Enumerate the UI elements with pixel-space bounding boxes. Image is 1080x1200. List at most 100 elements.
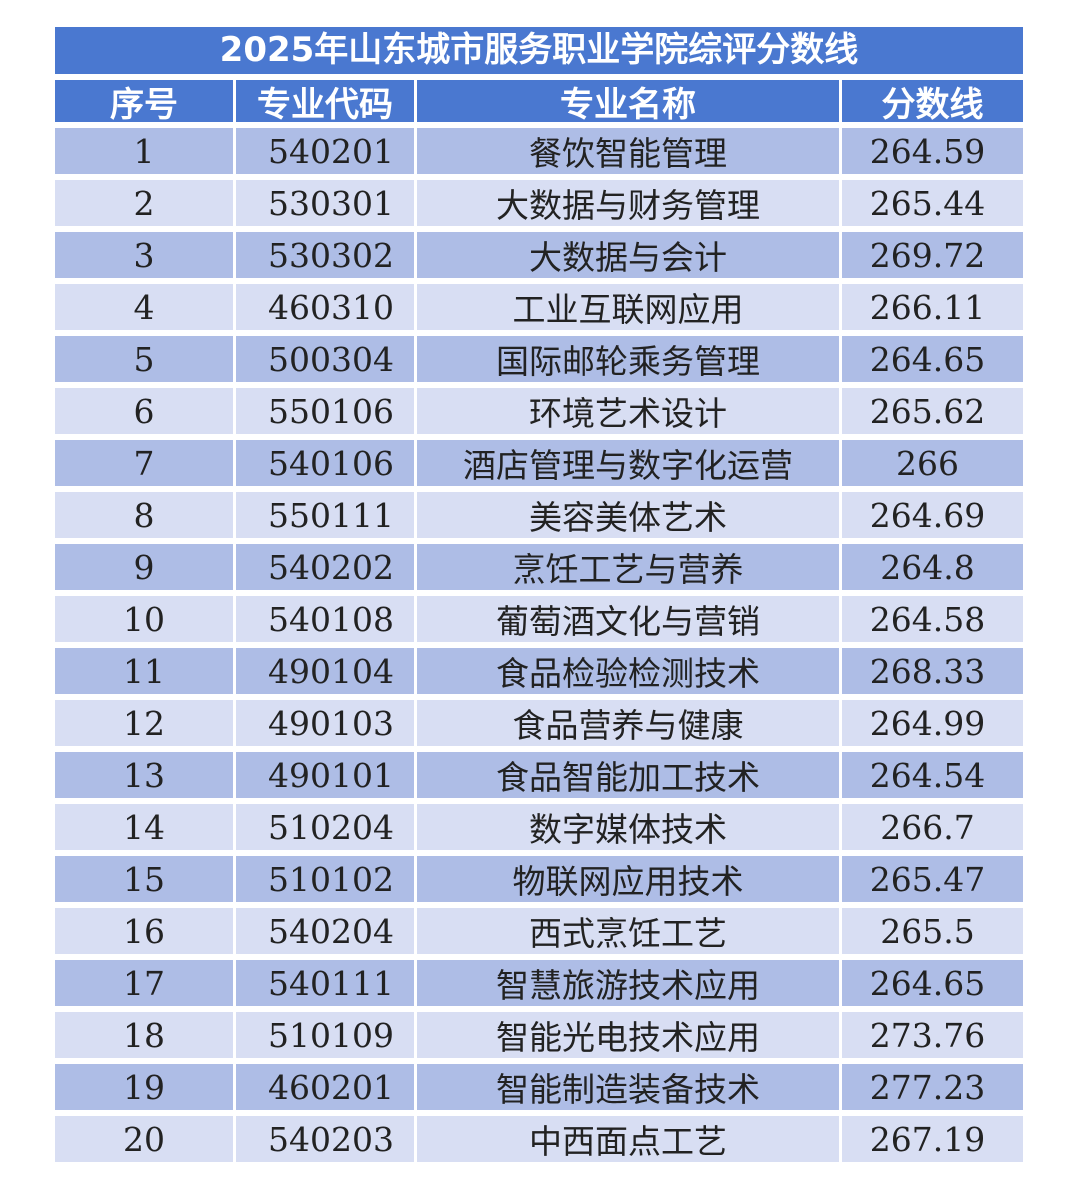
row-name-cell: 葡萄酒文化与营销: [417, 596, 839, 642]
row-name-cell: 烹饪工艺与营养: [417, 544, 839, 590]
row-index-cell: 6: [55, 388, 233, 434]
table-row: 20 540203 中西面点工艺 267.19: [55, 1116, 1023, 1162]
row-score-cell: 265.47: [842, 856, 1023, 902]
row-index-cell: 2: [55, 180, 233, 226]
row-name-cell: 工业互联网应用: [417, 284, 839, 330]
row-name-cell: 食品营养与健康: [417, 700, 839, 746]
row-name-cell: 食品智能加工技术: [417, 752, 839, 798]
table-row: 15 510102 物联网应用技术 265.47: [55, 856, 1023, 902]
row-code-cell: 540106: [236, 440, 414, 486]
row-name-cell: 大数据与会计: [417, 232, 839, 278]
row-index-cell: 5: [55, 336, 233, 382]
table-row: 9 540202 烹饪工艺与营养 264.8: [55, 544, 1023, 590]
row-index-cell: 16: [55, 908, 233, 954]
row-code-cell: 500304: [236, 336, 414, 382]
row-code-cell: 540203: [236, 1116, 414, 1162]
row-name-cell: 智能制造装备技术: [417, 1064, 839, 1110]
table-title: 2025年山东城市服务职业学院综评分数线: [55, 27, 1023, 74]
table-row: 18 510109 智能光电技术应用 273.76: [55, 1012, 1023, 1058]
row-code-cell: 530301: [236, 180, 414, 226]
row-index-cell: 8: [55, 492, 233, 538]
row-score-cell: 266: [842, 440, 1023, 486]
row-index-cell: 3: [55, 232, 233, 278]
row-name-cell: 国际邮轮乘务管理: [417, 336, 839, 382]
table-row: 11 490104 食品检验检测技术 268.33: [55, 648, 1023, 694]
table-row: 2 530301 大数据与财务管理 265.44: [55, 180, 1023, 226]
row-code-cell: 550106: [236, 388, 414, 434]
row-name-cell: 环境艺术设计: [417, 388, 839, 434]
row-index-cell: 11: [55, 648, 233, 694]
row-score-cell: 267.19: [842, 1116, 1023, 1162]
table-row: 3 530302 大数据与会计 269.72: [55, 232, 1023, 278]
table-row: 4 460310 工业互联网应用 266.11: [55, 284, 1023, 330]
row-score-cell: 264.54: [842, 752, 1023, 798]
row-score-cell: 264.59: [842, 128, 1023, 174]
row-name-cell: 智能光电技术应用: [417, 1012, 839, 1058]
header-major-code: 专业代码: [236, 80, 414, 122]
table-row: 12 490103 食品营养与健康 264.99: [55, 700, 1023, 746]
table-row: 6 550106 环境艺术设计 265.62: [55, 388, 1023, 434]
row-code-cell: 460201: [236, 1064, 414, 1110]
row-score-cell: 273.76: [842, 1012, 1023, 1058]
row-index-cell: 1: [55, 128, 233, 174]
row-name-cell: 西式烹饪工艺: [417, 908, 839, 954]
row-code-cell: 490101: [236, 752, 414, 798]
row-score-cell: 266.7: [842, 804, 1023, 850]
row-code-cell: 540204: [236, 908, 414, 954]
row-score-cell: 264.65: [842, 336, 1023, 382]
row-code-cell: 540202: [236, 544, 414, 590]
row-score-cell: 264.99: [842, 700, 1023, 746]
row-score-cell: 269.72: [842, 232, 1023, 278]
table-row: 17 540111 智慧旅游技术应用 264.65: [55, 960, 1023, 1006]
table-row: 13 490101 食品智能加工技术 264.54: [55, 752, 1023, 798]
row-name-cell: 数字媒体技术: [417, 804, 839, 850]
row-index-cell: 20: [55, 1116, 233, 1162]
row-score-cell: 268.33: [842, 648, 1023, 694]
row-score-cell: 264.8: [842, 544, 1023, 590]
row-index-cell: 19: [55, 1064, 233, 1110]
row-code-cell: 540201: [236, 128, 414, 174]
table-row: 16 540204 西式烹饪工艺 265.5: [55, 908, 1023, 954]
table-row: 14 510204 数字媒体技术 266.7: [55, 804, 1023, 850]
row-name-cell: 餐饮智能管理: [417, 128, 839, 174]
row-code-cell: 490103: [236, 700, 414, 746]
row-code-cell: 510102: [236, 856, 414, 902]
row-index-cell: 4: [55, 284, 233, 330]
row-index-cell: 13: [55, 752, 233, 798]
row-code-cell: 530302: [236, 232, 414, 278]
row-score-cell: 266.11: [842, 284, 1023, 330]
table-row: 10 540108 葡萄酒文化与营销 264.58: [55, 596, 1023, 642]
row-score-cell: 265.62: [842, 388, 1023, 434]
row-name-cell: 物联网应用技术: [417, 856, 839, 902]
row-code-cell: 540108: [236, 596, 414, 642]
row-score-cell: 265.5: [842, 908, 1023, 954]
row-name-cell: 智慧旅游技术应用: [417, 960, 839, 1006]
row-name-cell: 食品检验检测技术: [417, 648, 839, 694]
row-score-cell: 265.44: [842, 180, 1023, 226]
row-name-cell: 美容美体艺术: [417, 492, 839, 538]
row-code-cell: 510109: [236, 1012, 414, 1058]
row-index-cell: 15: [55, 856, 233, 902]
row-index-cell: 18: [55, 1012, 233, 1058]
row-score-cell: 264.58: [842, 596, 1023, 642]
table-header-row: 序号 专业代码 专业名称 分数线: [55, 80, 1023, 122]
row-score-cell: 264.69: [842, 492, 1023, 538]
row-name-cell: 酒店管理与数字化运营: [417, 440, 839, 486]
row-index-cell: 9: [55, 544, 233, 590]
row-name-cell: 中西面点工艺: [417, 1116, 839, 1162]
table-row: 1 540201 餐饮智能管理 264.59: [55, 128, 1023, 174]
table-row: 7 540106 酒店管理与数字化运营 266: [55, 440, 1023, 486]
table-row: 5 500304 国际邮轮乘务管理 264.65: [55, 336, 1023, 382]
row-score-cell: 277.23: [842, 1064, 1023, 1110]
row-code-cell: 550111: [236, 492, 414, 538]
row-index-cell: 17: [55, 960, 233, 1006]
row-code-cell: 490104: [236, 648, 414, 694]
table-body: 1 540201 餐饮智能管理 264.59 2 530301 大数据与财务管理 265.44…: [55, 128, 1023, 1162]
row-code-cell: 540111: [236, 960, 414, 1006]
row-index-cell: 7: [55, 440, 233, 486]
header-score: 分数线: [842, 80, 1023, 122]
row-index-cell: 14: [55, 804, 233, 850]
row-score-cell: 264.65: [842, 960, 1023, 1006]
row-code-cell: 510204: [236, 804, 414, 850]
